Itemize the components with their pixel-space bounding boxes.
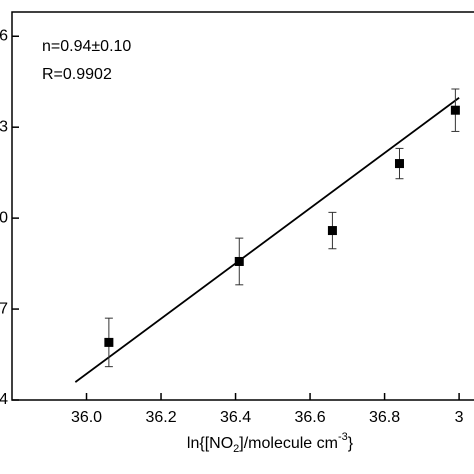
x-tick-label: 36.8 bbox=[369, 409, 400, 426]
x-tick-label: 36.2 bbox=[145, 409, 176, 426]
x-label-part: ]/molecule cm bbox=[239, 435, 338, 452]
x-label-sup: -3 bbox=[338, 431, 348, 443]
annotation: n=0.94±0.10 bbox=[42, 38, 131, 55]
y-tick-label: 4 bbox=[0, 391, 8, 408]
point bbox=[327, 226, 337, 236]
point bbox=[234, 256, 244, 266]
x-label-part: ln{[NO bbox=[187, 435, 233, 452]
y-tick-label: 6 bbox=[0, 27, 8, 44]
plot-frame bbox=[11, 11, 474, 401]
point bbox=[104, 337, 114, 347]
annotation: R=0.9902 bbox=[42, 66, 112, 83]
point bbox=[394, 159, 404, 169]
x-tick-label: 36.4 bbox=[220, 409, 251, 426]
x-label-sub: 2 bbox=[233, 443, 239, 455]
y-tick-label: 3 bbox=[0, 118, 8, 135]
point bbox=[450, 105, 460, 115]
fit-line bbox=[74, 97, 460, 383]
x-axis-label: ln{[NO2]/molecule cm-3} bbox=[187, 431, 354, 455]
x-tick-label: 36.0 bbox=[71, 409, 102, 426]
y-tick-label: 7 bbox=[0, 300, 8, 317]
y-tick-label: 0 bbox=[0, 209, 8, 226]
x-tick-label: 36.6 bbox=[294, 409, 325, 426]
x-tick-label: 3 bbox=[455, 409, 464, 426]
x-label-part: } bbox=[348, 435, 354, 452]
